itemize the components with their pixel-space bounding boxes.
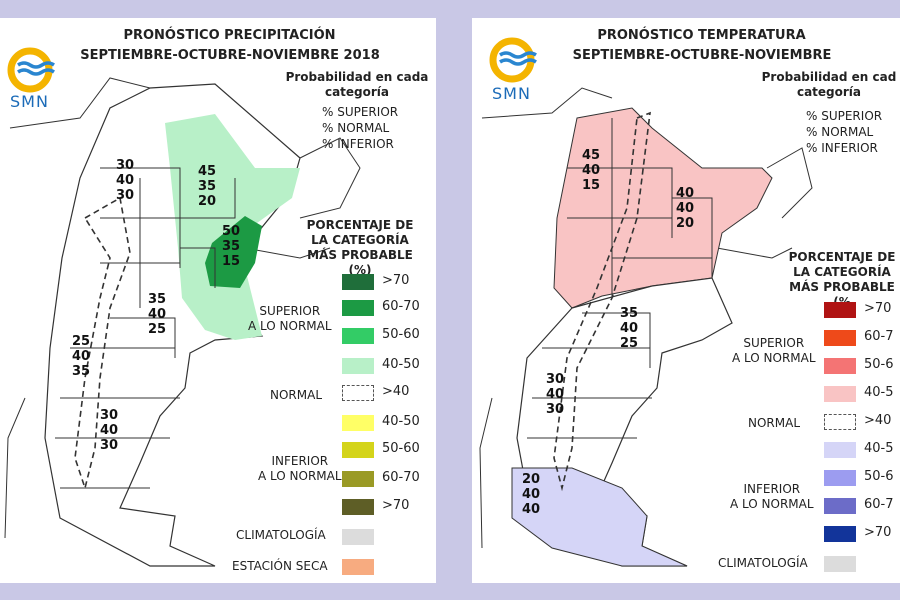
legend-label: 40-5	[864, 385, 894, 400]
legend-label: 60-70	[382, 299, 420, 314]
prob-heading: Probabilidad en cada categoría	[285, 70, 429, 99]
legend-label: 60-7	[864, 497, 894, 512]
legend-label: 50-6	[864, 469, 894, 484]
temperature-map	[479, 37, 813, 567]
map-probability-label: 40 40 20	[676, 186, 695, 231]
legend-swatch	[342, 415, 374, 431]
map-probability-label: 20 40 40	[522, 472, 541, 517]
prob-superior: % SUPERIOR	[322, 105, 399, 119]
prob-inferior: % INFERIOR	[806, 141, 878, 155]
prob-items: % SUPERIOR % NORMAL % INFERIOR	[806, 108, 882, 156]
group-inferior: INFERIOR A LO NORMAL	[258, 454, 342, 483]
map-subtitle: SEPTIEMBRE-OCTUBRE-NOVIEMBRE	[572, 48, 832, 63]
map-probability-label: 30 40 30	[100, 408, 119, 453]
temperature-forecast-panel: SMN PRONÓSTICO TEMPERATURA SEPTIEMBRE-OC…	[472, 18, 900, 583]
legend-label: 40-5	[864, 441, 894, 456]
legend-swatch	[342, 529, 374, 545]
legend-label: 50-60	[382, 441, 420, 456]
legend-swatch	[342, 471, 374, 487]
legend-swatch	[824, 414, 856, 430]
legend-swatch	[824, 442, 856, 458]
legend-swatch	[824, 302, 856, 318]
map-title: PRONÓSTICO TEMPERATURA	[597, 28, 806, 43]
legend-swatch	[824, 526, 856, 542]
map-probability-label: 25 40 35	[72, 334, 91, 379]
map-probability-label: 30 40 30	[546, 372, 565, 417]
group-superior: SUPERIOR A LO NORMAL	[732, 336, 816, 365]
legend-swatch	[342, 358, 374, 374]
prob-normal: % NORMAL	[806, 125, 874, 139]
superior-40-50-region	[553, 107, 773, 309]
prob-inferior: % INFERIOR	[322, 137, 394, 151]
prob-heading: Probabilidad en cad categoría	[761, 70, 897, 99]
smn-logo-icon	[489, 37, 537, 83]
prob-items: % SUPERIOR % NORMAL % INFERIOR	[322, 104, 398, 152]
smn-logo-icon	[7, 47, 55, 93]
precipitation-forecast-panel: SMN PRONÓSTICO PRECIPITACIÓN SEPTIEMBRE-…	[0, 18, 436, 583]
group-normal: NORMAL	[748, 416, 801, 430]
legend-swatch	[824, 498, 856, 514]
legend-swatch	[342, 274, 374, 290]
map-title: PRONÓSTICO PRECIPITACIÓN	[123, 28, 336, 43]
group-normal: NORMAL	[270, 388, 323, 402]
superior-50-60-region	[205, 216, 262, 288]
prob-normal: % NORMAL	[322, 121, 390, 135]
legend-swatch	[342, 442, 374, 458]
legend-label: 60-7	[864, 329, 894, 344]
estacion-seca-label: ESTACIÓN SECA	[232, 559, 328, 573]
legend-swatch	[342, 300, 374, 316]
legend-label: 40-50	[382, 414, 420, 429]
legend-swatch	[824, 330, 856, 346]
legend-label: >40	[382, 384, 410, 399]
pct-heading: PORCENTAJE DE LA CATEGORÍA MÁS PROBABLE (%…	[306, 218, 414, 277]
map-probability-label: 50 35 15	[222, 224, 241, 269]
legend-label: >70	[864, 525, 892, 540]
prob-superior: % SUPERIOR	[806, 109, 883, 123]
legend-label: >40	[864, 413, 892, 428]
legend-swatch	[824, 556, 856, 572]
legend-label: 40-50	[382, 357, 420, 372]
map-subtitle: SEPTIEMBRE-OCTUBRE-NOVIEMBRE 2018	[80, 48, 380, 63]
map-probability-label: 35 40 25	[148, 292, 167, 337]
legend-swatch	[824, 386, 856, 402]
smn-logo-text: SMN	[10, 92, 49, 111]
map-probability-label: 30 40 30	[116, 158, 135, 203]
climatologia-label: CLIMATOLOGÍA	[718, 556, 808, 570]
smn-logo-text: SMN	[492, 84, 531, 103]
legend-swatch	[342, 499, 374, 515]
precipitation-map	[4, 47, 361, 567]
map-probability-label: 35 40 25	[620, 306, 639, 351]
legend-label: 50-6	[864, 357, 894, 372]
climatologia-label: CLIMATOLOGÍA	[236, 528, 326, 542]
legend-label: >70	[864, 301, 892, 316]
group-inferior: INFERIOR A LO NORMAL	[730, 482, 814, 511]
normal-dashed-region	[553, 111, 651, 492]
legend-swatch	[824, 470, 856, 486]
map-probability-label: 45 40 15	[582, 148, 601, 193]
legend-label: 50-60	[382, 327, 420, 342]
legend-swatch	[342, 559, 374, 575]
group-superior: SUPERIOR A LO NORMAL	[248, 304, 332, 333]
legend-label: >70	[382, 498, 410, 513]
legend-swatch	[342, 328, 374, 344]
legend-label: >70	[382, 273, 410, 288]
inferior-40-50-region	[511, 467, 688, 567]
legend-swatch	[342, 385, 374, 401]
map-probability-label: 45 35 20	[198, 164, 217, 209]
legend-label: 60-70	[382, 470, 420, 485]
legend-swatch	[824, 358, 856, 374]
